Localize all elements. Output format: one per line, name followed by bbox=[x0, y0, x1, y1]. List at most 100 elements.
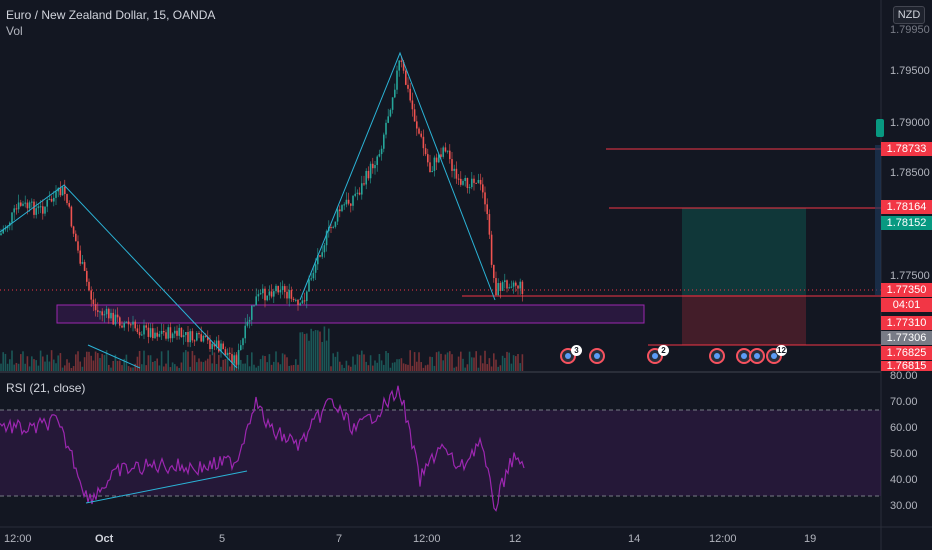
candle-body bbox=[521, 281, 524, 294]
volume-bar bbox=[105, 350, 108, 371]
volume-bar bbox=[495, 359, 497, 371]
candle-body bbox=[251, 305, 253, 320]
volume-bar bbox=[251, 352, 253, 371]
volume-bar bbox=[380, 360, 383, 371]
volume-bar bbox=[446, 352, 449, 371]
volume-bar bbox=[361, 350, 363, 371]
volume-bar bbox=[136, 356, 139, 371]
volume-bar bbox=[86, 351, 88, 371]
volume-bar bbox=[229, 366, 231, 371]
volume-bar bbox=[460, 351, 462, 371]
volume-bar bbox=[11, 350, 13, 371]
candle-body bbox=[112, 312, 114, 325]
volume-bar bbox=[501, 355, 504, 371]
volume-bar bbox=[187, 351, 189, 371]
candle-body bbox=[39, 206, 42, 208]
volume-bar bbox=[112, 360, 114, 371]
volume-bar bbox=[141, 364, 143, 371]
candle-body bbox=[171, 333, 174, 339]
volume-bar bbox=[281, 353, 284, 371]
candle-body bbox=[114, 314, 117, 325]
candle-body bbox=[48, 198, 51, 201]
candle-body bbox=[24, 202, 26, 204]
candle-body bbox=[235, 355, 238, 365]
economic-event-icon[interactable] bbox=[749, 348, 765, 364]
volume-bar bbox=[308, 340, 310, 371]
candle-body bbox=[402, 61, 405, 71]
support-zone[interactable] bbox=[56, 304, 645, 324]
candle-body bbox=[301, 300, 304, 304]
volume-bar bbox=[242, 363, 244, 371]
volume-label[interactable]: Vol bbox=[6, 24, 23, 38]
volume-bar bbox=[152, 361, 154, 371]
candle-body bbox=[202, 335, 205, 342]
volume-bar bbox=[488, 358, 491, 371]
candle-body bbox=[409, 88, 411, 101]
volume-bar bbox=[277, 362, 279, 371]
candle-body bbox=[411, 100, 414, 110]
rsi-tick: 50.00 bbox=[890, 448, 918, 460]
candle-body bbox=[180, 327, 183, 338]
volume-bar bbox=[345, 360, 348, 371]
candle-body bbox=[130, 324, 132, 326]
candle-body bbox=[31, 201, 33, 203]
position-profit-zone[interactable] bbox=[682, 208, 806, 295]
candle-body bbox=[209, 340, 211, 350]
channel-line[interactable] bbox=[87, 344, 141, 369]
candle-body bbox=[20, 202, 22, 206]
volume-bar bbox=[81, 366, 84, 371]
volume-bar bbox=[343, 367, 345, 371]
candle-body bbox=[310, 278, 312, 280]
candle-body bbox=[61, 186, 64, 196]
candle-body bbox=[176, 330, 178, 336]
volume-bar bbox=[429, 356, 431, 371]
candle-body bbox=[446, 150, 449, 152]
volume-bar bbox=[207, 358, 209, 371]
candle-body bbox=[376, 156, 378, 165]
volume-bar bbox=[420, 362, 422, 371]
volume-bar bbox=[42, 356, 44, 371]
economic-event-icon[interactable] bbox=[709, 348, 725, 364]
candle-body bbox=[68, 203, 70, 207]
volume-bar bbox=[418, 352, 420, 371]
rsi-label[interactable]: RSI (21, close) bbox=[6, 381, 86, 395]
volume-bar bbox=[6, 363, 9, 371]
candle-body bbox=[416, 121, 418, 129]
candle-body bbox=[358, 192, 361, 195]
volume-bar bbox=[323, 326, 326, 371]
candle-body bbox=[4, 228, 7, 230]
candle-body bbox=[462, 180, 464, 185]
volume-bar bbox=[473, 357, 475, 371]
currency-button[interactable]: NZD bbox=[893, 6, 925, 24]
candle-body bbox=[420, 133, 422, 137]
candle-body bbox=[330, 227, 332, 229]
position-loss-zone[interactable] bbox=[682, 295, 806, 345]
volume-bar bbox=[416, 361, 418, 371]
volume-bar bbox=[321, 341, 323, 371]
candle-body bbox=[378, 154, 381, 157]
candle-body bbox=[295, 299, 297, 301]
volume-bar bbox=[354, 364, 356, 371]
zigzag-trendline-2[interactable] bbox=[299, 51, 496, 301]
scale-handle[interactable] bbox=[876, 119, 884, 137]
candle-body bbox=[46, 200, 48, 207]
volume-bar bbox=[517, 354, 519, 371]
candle-body bbox=[165, 332, 167, 339]
rsi-divergence-line[interactable] bbox=[85, 470, 248, 504]
candle-body bbox=[222, 343, 224, 350]
volume-bar bbox=[290, 365, 293, 371]
chart-title[interactable]: Euro / New Zealand Dollar, 15, OANDA bbox=[6, 8, 216, 22]
volume-bar bbox=[2, 352, 4, 371]
candle-body bbox=[279, 290, 282, 293]
zigzag-trendline[interactable] bbox=[0, 184, 238, 369]
candle-body bbox=[182, 335, 185, 338]
volume-bar bbox=[244, 363, 246, 371]
candle-body bbox=[508, 287, 510, 289]
volume-bar bbox=[336, 351, 339, 371]
candle-body bbox=[35, 208, 37, 215]
volume-bar bbox=[482, 363, 484, 371]
economic-event-icon[interactable] bbox=[589, 348, 605, 364]
candle-body bbox=[396, 70, 398, 90]
candle-body bbox=[435, 157, 438, 163]
